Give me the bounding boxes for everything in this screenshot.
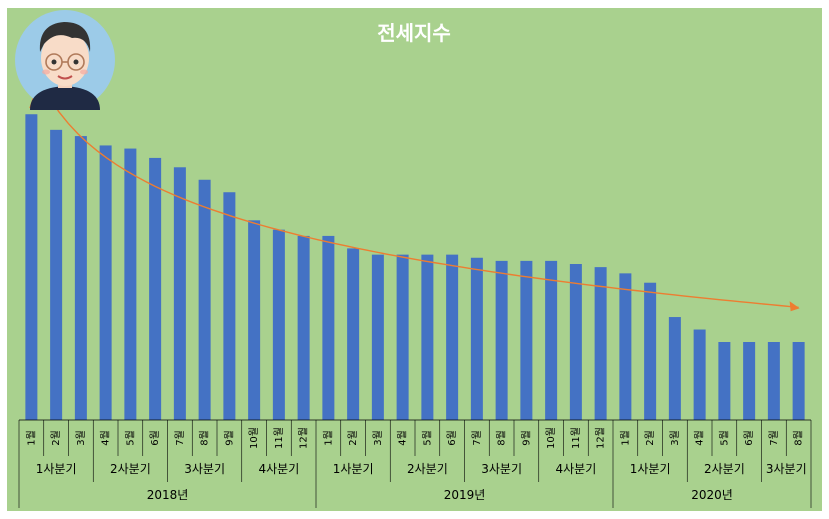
year-label: 2018년: [147, 488, 189, 502]
bar: [347, 248, 360, 420]
tick-label: 8월: [199, 430, 211, 446]
tick-label: 6월: [446, 430, 458, 446]
bar: [272, 229, 285, 420]
bar: [198, 179, 211, 420]
bar: [149, 157, 162, 421]
tick-label: 8월: [793, 430, 805, 446]
tick-label: 7월: [174, 430, 186, 446]
bar: [297, 235, 310, 420]
quarter-label: 2사분기: [704, 462, 745, 476]
trendline-arrow: [789, 301, 800, 312]
bar: [371, 254, 384, 420]
quarter-label: 1사분기: [333, 462, 374, 476]
bar: [495, 260, 508, 420]
bar: [470, 257, 483, 420]
quarter-label: 2사분기: [407, 462, 448, 476]
chart-title: 전세지수: [377, 21, 451, 45]
tick-label: 1월: [25, 430, 37, 446]
tick-label: 7월: [471, 430, 483, 446]
tick-label: 11월: [570, 427, 582, 449]
bar: [545, 260, 558, 420]
tick-label: 6월: [743, 430, 755, 446]
quarter-label: 3사분기: [766, 462, 807, 476]
tick-label: 2월: [644, 430, 656, 446]
bar: [421, 254, 434, 420]
tick-label: 9월: [223, 430, 235, 446]
quarter-label: 4사분기: [555, 462, 596, 476]
quarter-label: 3사분기: [184, 462, 225, 476]
tick-label: 5월: [718, 430, 730, 446]
category-axis: 1월 2월 3월 4월 5월 6월 7월 8월 9월 10월 11월 12월 1월 2월 3월 4월 5월 6월 7…: [18, 419, 812, 508]
tick-label: 3월: [669, 430, 681, 446]
bar: [644, 282, 657, 420]
bars-group: [25, 114, 805, 421]
quarter-label: 3사분기: [481, 462, 522, 476]
bar: [173, 167, 186, 420]
bar: [792, 342, 805, 420]
bar: [396, 254, 409, 420]
tick-label: 2월: [347, 430, 359, 446]
trendline: [29, 77, 799, 308]
tick-label: 12월: [298, 427, 310, 449]
bar: [619, 273, 632, 420]
bar: [446, 254, 459, 420]
bar: [322, 235, 335, 420]
bar: [124, 148, 137, 420]
avatar: [15, 10, 115, 110]
tick-label: 8월: [496, 430, 508, 446]
quarter-label: 2사분기: [110, 462, 151, 476]
tick-label: 4월: [397, 430, 409, 446]
bar: [50, 129, 63, 420]
quarter-label: 1사분기: [630, 462, 671, 476]
tick-label: 5월: [421, 430, 433, 446]
quarter-label: 1사분기: [36, 462, 77, 476]
bar: [520, 260, 533, 420]
bar: [693, 329, 706, 420]
tick-label: 9월: [520, 430, 532, 446]
bar: [25, 114, 38, 421]
bar: [99, 145, 112, 420]
tick-label: 7월: [768, 430, 780, 446]
tick-label: 3월: [372, 430, 384, 446]
tick-label: 2월: [50, 430, 62, 446]
tick-label: 10월: [545, 427, 557, 449]
tick-label: 4월: [100, 430, 112, 446]
bar: [74, 136, 87, 420]
trendline-group: [29, 77, 800, 312]
quarter-label: 4사분기: [258, 462, 299, 476]
bar: [569, 264, 582, 420]
tick-label: 4월: [694, 430, 706, 446]
tick-label: 3월: [75, 430, 87, 446]
bar: [668, 317, 681, 420]
bar: [248, 220, 261, 420]
year-label: 2019년: [444, 488, 486, 502]
year-label: 2020년: [691, 488, 733, 502]
bar: [223, 192, 236, 420]
bar: [718, 342, 731, 420]
bar: [743, 342, 756, 420]
tick-label: 6월: [149, 430, 161, 446]
bar: [767, 342, 780, 420]
tick-label: 10월: [248, 427, 260, 449]
tick-label: 1월: [322, 430, 334, 446]
bar: [594, 267, 607, 420]
tick-label: 12월: [595, 427, 607, 449]
tick-label: 1월: [619, 430, 631, 446]
tick-label: 11월: [273, 427, 285, 449]
tick-label: 5월: [124, 430, 136, 446]
